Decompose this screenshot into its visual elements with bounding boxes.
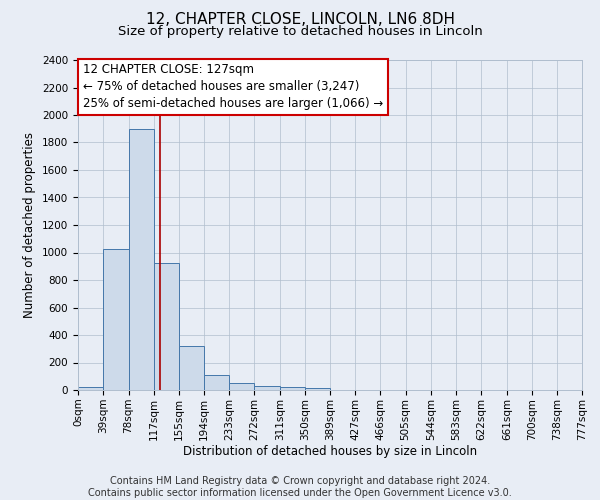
Bar (229, 383, 254, 390)
Text: Size of property relative to detached houses in Lincoln: Size of property relative to detached ho… (118, 25, 482, 38)
Text: 12, CHAPTER CLOSE, LINCOLN, LN6 8DH: 12, CHAPTER CLOSE, LINCOLN, LN6 8DH (146, 12, 455, 28)
Bar (254, 386, 280, 390)
Bar (280, 387, 305, 390)
Y-axis label: Number of detached properties: Number of detached properties (23, 132, 37, 318)
Bar (128, 128, 154, 390)
Bar (78, 387, 103, 390)
Bar (154, 263, 179, 390)
Bar (179, 346, 204, 390)
X-axis label: Distribution of detached houses by size in Lincoln: Distribution of detached houses by size … (183, 446, 477, 458)
Bar (305, 388, 331, 390)
Bar (204, 375, 229, 390)
Text: Contains HM Land Registry data © Crown copyright and database right 2024.
Contai: Contains HM Land Registry data © Crown c… (88, 476, 512, 498)
Text: 12 CHAPTER CLOSE: 127sqm
← 75% of detached houses are smaller (3,247)
25% of sem: 12 CHAPTER CLOSE: 127sqm ← 75% of detach… (83, 64, 383, 110)
Bar (103, 249, 128, 390)
